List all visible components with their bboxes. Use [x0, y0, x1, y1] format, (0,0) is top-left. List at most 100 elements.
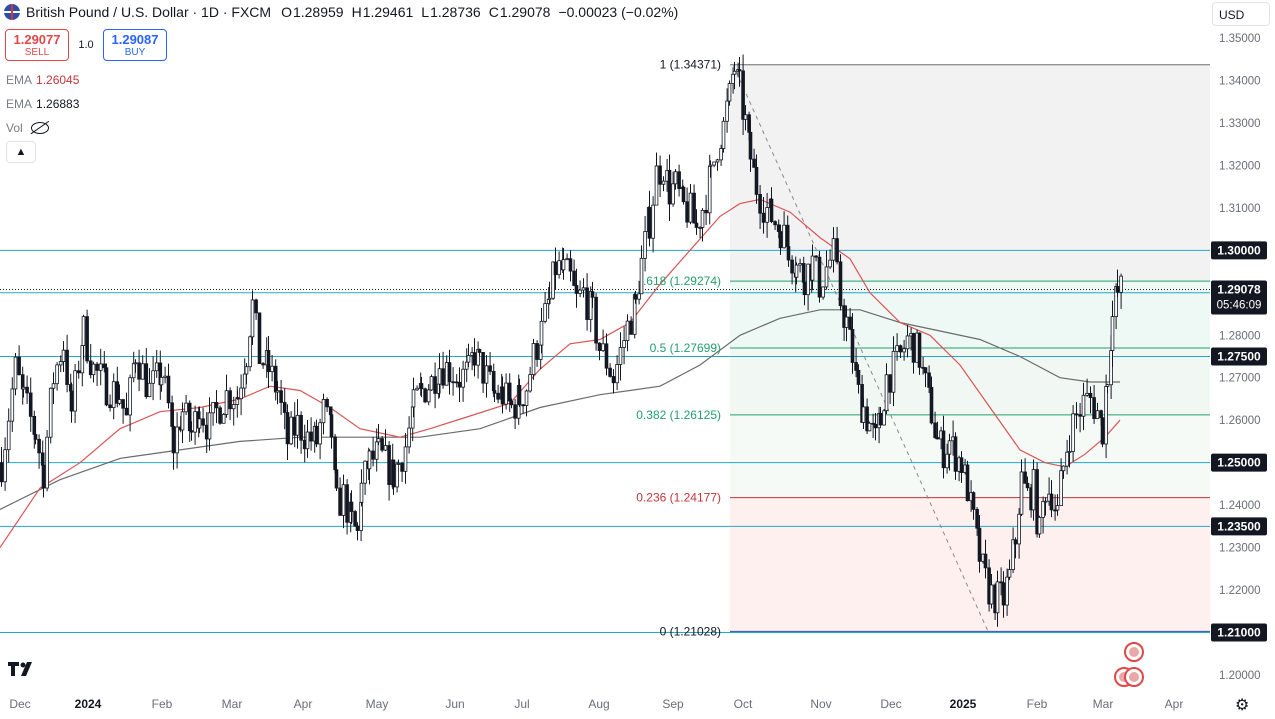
candle-body: [325, 398, 329, 408]
candle-body: [785, 224, 790, 247]
candle-body: [6, 420, 11, 451]
candle-body: [131, 362, 136, 379]
candle-body: [248, 336, 252, 368]
candle-body: [712, 161, 716, 166]
candle-body: [242, 373, 247, 389]
x-tick-label: Mar: [1093, 697, 1114, 711]
candle-body: [295, 414, 300, 436]
candle-body: [13, 356, 18, 390]
candle-body: [1059, 470, 1063, 506]
candle-body: [363, 460, 367, 484]
fibonacci-labels: 1 (1.34371) .618 (1.29274) 0.5 (1.27699) 0.…: [636, 58, 721, 639]
x-tick-label: May: [366, 697, 389, 711]
candle-body: [41, 464, 46, 489]
candle-body: [359, 482, 364, 503]
candle-body: [128, 377, 132, 416]
candle-body: [794, 264, 799, 278]
candle-body: [578, 289, 582, 294]
candle-body: [415, 387, 419, 391]
candle-body: [121, 399, 125, 409]
candle-body: [423, 388, 427, 403]
gear-icon[interactable]: ⚙: [1235, 697, 1250, 714]
candle-body: [671, 183, 675, 205]
candle-body: [444, 362, 449, 386]
candle-body: [574, 285, 579, 294]
change-value: −0.00023 (−0.02%): [558, 4, 679, 20]
candle-body: [0, 462, 4, 483]
candle-body: [842, 305, 846, 328]
candle-body: [457, 381, 462, 388]
candle-body: [1035, 469, 1039, 535]
candle-body: [496, 392, 500, 400]
candle-body: [741, 70, 745, 120]
candle-body: [466, 355, 471, 363]
gbp-usd-flag-icon: [4, 4, 20, 20]
ema-fast-label: EMA: [6, 73, 33, 87]
x-tick-label: Mar: [222, 697, 243, 711]
news-flag-icon[interactable]: [1124, 642, 1144, 662]
candle-body: [266, 350, 271, 373]
buy-button[interactable]: 1.29087 BUY: [103, 29, 167, 61]
symbol-name[interactable]: British Pound / U.S. Dollar · 1D · FXCM: [26, 4, 272, 20]
candle-body: [275, 390, 280, 393]
candle-body: [154, 362, 159, 372]
candle-body: [464, 361, 469, 370]
candle-body: [817, 256, 822, 298]
candle-body: [235, 397, 240, 400]
tv-logo-icon[interactable]: [8, 660, 40, 681]
candle-body: [1092, 397, 1096, 419]
candle-body: [581, 287, 586, 291]
candle-body: [721, 120, 726, 149]
candle-body: [33, 434, 38, 440]
candle-body: [396, 462, 401, 465]
eye-off-icon[interactable]: [30, 122, 49, 134]
sell-button[interactable]: 1.29077 SELL: [5, 29, 69, 61]
candle-body: [1023, 471, 1027, 484]
fib-zone: [730, 64, 1210, 282]
candle-body: [673, 171, 678, 185]
spread-value: 1.0: [78, 39, 94, 51]
candle-body: [250, 299, 255, 338]
candle-body: [257, 312, 262, 364]
candle-body: [429, 376, 434, 391]
price-axis[interactable]: 1.35000 1.34000 1.33000 1.32000 1.31000 1.280…: [1211, 33, 1267, 682]
candle-body: [1041, 500, 1045, 518]
candle-body: [115, 381, 120, 404]
candle-body: [407, 427, 411, 448]
candle-body: [647, 207, 652, 239]
currency-selector[interactable]: USD: [1212, 2, 1270, 26]
x-tick-label: 2025: [950, 697, 977, 711]
candle-body: [1055, 505, 1060, 511]
candle-body: [321, 398, 326, 424]
candle-body: [10, 388, 15, 422]
x-tick-label: Oct: [734, 697, 753, 711]
time-axis[interactable]: Dec 2024 Feb Mar Apr May Jun Jul Aug Sep Oct Nov Dec…: [9, 697, 1183, 711]
y-tick-label: 1.27000: [1219, 373, 1261, 385]
candle-body: [1061, 465, 1066, 472]
volume-legend[interactable]: Vol: [6, 121, 49, 135]
candle-body: [1095, 410, 1100, 419]
candle-body: [28, 392, 33, 417]
candle-body: [975, 508, 979, 529]
y-tick-label: 1.34000: [1219, 75, 1261, 87]
collapse-legend-button[interactable]: ▲: [6, 141, 36, 163]
candle-body: [658, 165, 662, 185]
candle-body: [667, 169, 672, 205]
candle-body: [639, 257, 644, 295]
candle-body: [1085, 392, 1089, 396]
candle-body: [999, 581, 1003, 584]
candle-body: [37, 438, 41, 454]
fib-zone: [730, 414, 1210, 498]
candle-body: [433, 376, 437, 394]
high-label: H: [351, 4, 362, 20]
ema-fast-legend[interactable]: EMA 1.26045: [6, 73, 79, 87]
candle-body: [140, 363, 145, 380]
candle-body: [95, 363, 99, 371]
ema-slow-legend[interactable]: EMA 1.26883: [6, 97, 79, 111]
candle-body: [211, 402, 215, 414]
candle-body: [838, 261, 843, 307]
candle-body: [643, 231, 647, 259]
news-flag-icon[interactable]: [1124, 667, 1144, 687]
candle-body: [1088, 392, 1093, 398]
